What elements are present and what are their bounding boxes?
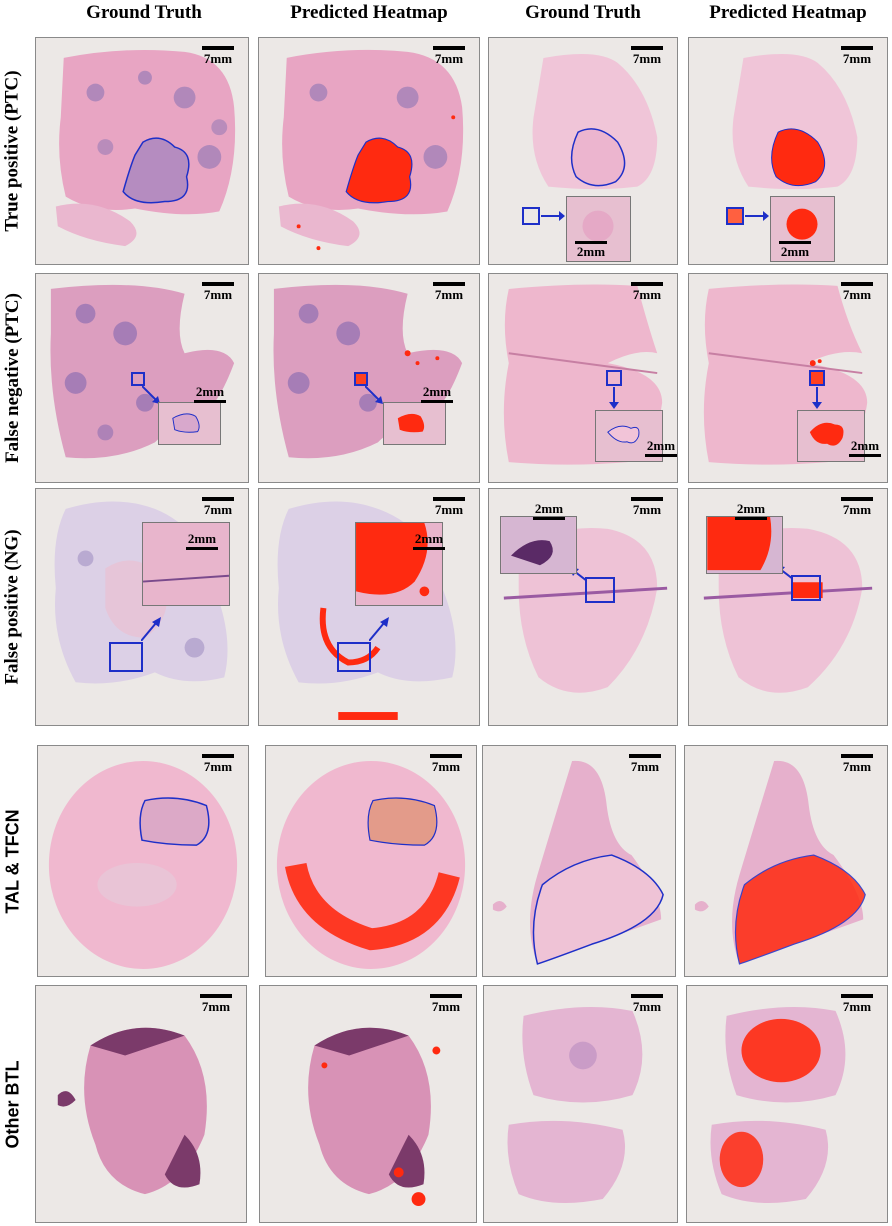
inset-scale-bar: 2mm — [639, 438, 677, 457]
inset-scale-bar: 2mm — [527, 501, 571, 520]
zoom-inset — [566, 196, 631, 262]
tissue-image — [48, 760, 238, 969]
row-label-1: True positive (PTC) — [2, 70, 24, 232]
row-label-3: False positive (NG) — [2, 529, 23, 685]
column-header-1: Ground Truth — [86, 2, 202, 23]
scale-bar: 7mm — [837, 46, 877, 67]
fp-ground-truth-panel-2: 2mm 7mm — [488, 488, 678, 726]
inset-scale-bar: 2mm — [180, 531, 224, 550]
scale-bar: 7mm — [429, 497, 469, 518]
zoom-inset — [770, 196, 835, 262]
arrow-icon — [141, 617, 161, 641]
inset-scale-bar: 2mm — [843, 438, 887, 457]
scale-bar: 7mm — [426, 754, 466, 775]
inset-scale-bar: 2mm — [415, 384, 459, 403]
zoom-inset — [797, 410, 865, 462]
zoom-inset — [383, 402, 446, 445]
column-header-2: Predicted Heatmap — [290, 2, 448, 23]
inset-scale-bar: 2mm — [569, 241, 613, 260]
scale-bar: 7mm — [627, 497, 667, 518]
other-heatmap-panel-2: 7mm — [686, 985, 888, 1223]
scale-bar: 7mm — [627, 994, 667, 1015]
tissue-image — [532, 54, 658, 190]
scale-bar: 7mm — [429, 282, 469, 303]
row-label-2: False negative (PTC) — [2, 293, 23, 463]
tp-ground-truth-panel-2: 2mm 7mm — [488, 37, 678, 265]
tissue-image — [507, 1007, 643, 1203]
tp-heatmap-panel: 7mm — [258, 37, 480, 265]
region-box — [131, 372, 145, 386]
fp-heatmap-panel-2: 2mm 7mm — [688, 488, 888, 726]
arrow-icon — [609, 387, 619, 409]
tal-ground-truth-panel: 7mm — [37, 745, 249, 977]
inset-scale-bar: 2mm — [773, 241, 817, 260]
tal-heatmap-panel: 7mm — [265, 745, 477, 977]
tissue-image — [276, 760, 466, 969]
scale-bar: 7mm — [837, 497, 877, 518]
arrow-icon — [541, 211, 565, 221]
other-ground-truth-panel-2: 7mm — [483, 985, 678, 1223]
zoom-inset — [500, 516, 577, 574]
fn-heatmap-panel: 2mm 7mm — [258, 273, 480, 483]
scale-bar: 7mm — [627, 282, 667, 303]
scale-bar: 7mm — [837, 754, 877, 775]
arrow-icon — [745, 211, 769, 221]
column-header-3: Ground Truth — [525, 2, 641, 23]
tissue-image — [710, 1006, 846, 1204]
tissue-image — [308, 1027, 441, 1207]
fp-ground-truth-panel: 2mm 7mm — [35, 488, 249, 726]
other-ground-truth-panel: 7mm — [35, 985, 247, 1223]
arrow-icon — [365, 386, 383, 404]
row-label-5: Other BTL — [2, 1060, 23, 1148]
inset-scale-bar: 2mm — [407, 531, 451, 550]
tissue-image — [273, 284, 463, 459]
tissue-image — [492, 760, 664, 965]
region-box — [522, 207, 540, 225]
zoom-inset — [142, 522, 230, 606]
tissue-image — [55, 49, 236, 247]
region-box — [726, 207, 744, 225]
scale-bar: 7mm — [429, 46, 469, 67]
fn-ground-truth-panel: 2mm 7mm — [35, 273, 249, 483]
tp-ground-truth-panel: 7mm — [35, 37, 249, 265]
scale-bar: 7mm — [426, 994, 466, 1015]
scale-bar: 7mm — [198, 282, 238, 303]
inset-scale-bar: 2mm — [729, 501, 773, 520]
zoom-inset — [706, 516, 783, 574]
tal-ground-truth-panel-2: 7mm — [482, 745, 676, 977]
tissue-image — [694, 760, 866, 965]
tp-heatmap-panel-2: 2mm 7mm — [688, 37, 888, 265]
scale-bar: 7mm — [627, 46, 667, 67]
zoom-inset — [355, 522, 443, 606]
tissue-image — [732, 53, 858, 190]
fn-heatmap-panel-2: 2mm 7mm — [688, 273, 888, 483]
scale-bar: 7mm — [198, 754, 238, 775]
tal-heatmap-panel-2: 7mm — [684, 745, 888, 977]
inset-scale-bar: 2mm — [188, 384, 232, 403]
region-box — [585, 577, 615, 603]
scale-bar: 7mm — [196, 994, 236, 1015]
fp-heatmap-panel: 2mm 7mm — [258, 488, 480, 726]
zoom-inset — [595, 410, 663, 462]
scale-bar: 7mm — [198, 497, 238, 518]
scale-bar: 7mm — [198, 46, 238, 67]
arrow-icon — [369, 617, 389, 641]
region-box — [337, 642, 371, 672]
scale-bar: 7mm — [837, 282, 877, 303]
fn-ground-truth-panel-2: 2mm 7mm — [488, 273, 678, 483]
zoom-inset — [158, 402, 221, 445]
region-box — [791, 575, 821, 601]
arrow-icon — [812, 387, 822, 409]
other-heatmap-panel: 7mm — [259, 985, 477, 1223]
scale-bar: 7mm — [837, 994, 877, 1015]
row-label-4: TAL & TFCN — [2, 808, 23, 914]
region-box — [606, 370, 622, 386]
region-box — [354, 372, 368, 386]
tissue-image — [278, 49, 464, 251]
column-header-4: Predicted Heatmap — [709, 2, 867, 23]
region-box — [109, 642, 143, 672]
scale-bar: 7mm — [625, 754, 665, 775]
tissue-image — [57, 1027, 207, 1195]
region-box — [809, 370, 825, 386]
